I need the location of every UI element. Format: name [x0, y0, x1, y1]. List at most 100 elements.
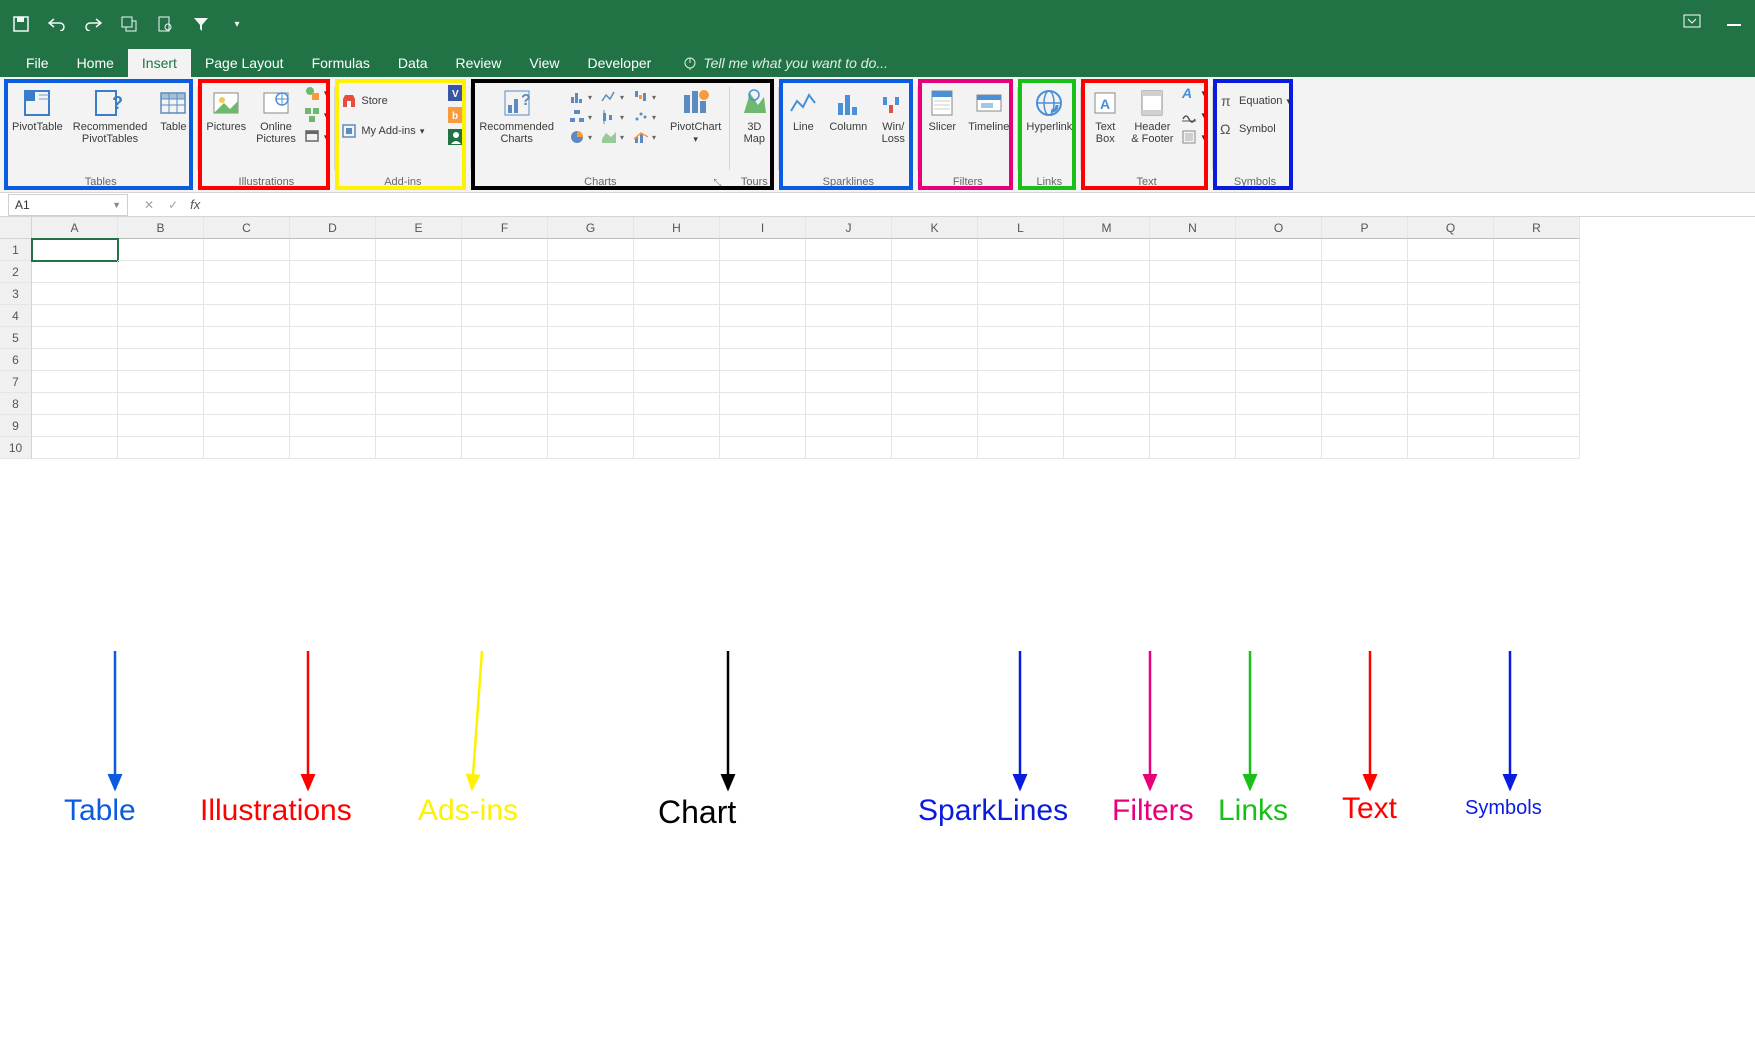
cell[interactable]: [548, 283, 634, 305]
menu-home[interactable]: Home: [63, 49, 128, 77]
qat-more-icon[interactable]: ▾: [228, 15, 246, 33]
cell[interactable]: [806, 415, 892, 437]
cell[interactable]: [978, 261, 1064, 283]
filter-icon[interactable]: [192, 15, 210, 33]
redo-icon[interactable]: [84, 15, 102, 33]
cell[interactable]: [118, 415, 204, 437]
cell[interactable]: [290, 305, 376, 327]
row-header[interactable]: 2: [0, 261, 32, 283]
cell[interactable]: [978, 327, 1064, 349]
cell[interactable]: [1408, 327, 1494, 349]
cell[interactable]: [1408, 261, 1494, 283]
col-header[interactable]: R: [1494, 217, 1580, 239]
cell[interactable]: [462, 371, 548, 393]
cell[interactable]: [1494, 261, 1580, 283]
menu-file[interactable]: File: [12, 49, 63, 77]
cell[interactable]: [376, 415, 462, 437]
cell[interactable]: [462, 305, 548, 327]
cell[interactable]: [462, 415, 548, 437]
cell[interactable]: [118, 327, 204, 349]
timeline-button[interactable]: Timeline: [966, 85, 1011, 135]
col-header[interactable]: O: [1236, 217, 1322, 239]
cell[interactable]: [1494, 437, 1580, 459]
cell[interactable]: [290, 437, 376, 459]
pictures-button[interactable]: Pictures: [204, 85, 248, 135]
cell[interactable]: [462, 239, 548, 261]
cell[interactable]: [290, 393, 376, 415]
col-header[interactable]: F: [462, 217, 548, 239]
cell[interactable]: [978, 239, 1064, 261]
cell[interactable]: [32, 305, 118, 327]
col-header[interactable]: B: [118, 217, 204, 239]
cell[interactable]: [1322, 349, 1408, 371]
cell[interactable]: [634, 371, 720, 393]
cell[interactable]: [204, 239, 290, 261]
menu-insert[interactable]: Insert: [128, 49, 191, 77]
cell[interactable]: [634, 393, 720, 415]
cell[interactable]: [462, 349, 548, 371]
row-header[interactable]: 4: [0, 305, 32, 327]
cell[interactable]: [290, 283, 376, 305]
cell[interactable]: [892, 415, 978, 437]
cell[interactable]: [1322, 239, 1408, 261]
cell[interactable]: [290, 371, 376, 393]
cell[interactable]: [1236, 305, 1322, 327]
cell[interactable]: [634, 349, 720, 371]
cell[interactable]: [118, 371, 204, 393]
cell[interactable]: [892, 261, 978, 283]
chart-hier-button[interactable]: ▾: [568, 109, 592, 125]
cell[interactable]: [1494, 327, 1580, 349]
cell[interactable]: [1408, 393, 1494, 415]
table-button[interactable]: Table: [155, 85, 191, 135]
preview-icon[interactable]: [156, 15, 174, 33]
smartart-button[interactable]: ▾: [304, 107, 329, 123]
fx-icon[interactable]: fx: [190, 197, 200, 212]
cell[interactable]: [1236, 349, 1322, 371]
cell[interactable]: [1408, 349, 1494, 371]
col-header[interactable]: Q: [1408, 217, 1494, 239]
cell[interactable]: [204, 305, 290, 327]
name-box[interactable]: A1 ▼: [8, 194, 128, 216]
chart-combo-button[interactable]: ▾: [632, 129, 656, 145]
cell[interactable]: [204, 283, 290, 305]
cell[interactable]: [892, 393, 978, 415]
cell[interactable]: [376, 305, 462, 327]
cell[interactable]: [118, 283, 204, 305]
menu-view[interactable]: View: [515, 49, 573, 77]
menu-formulas[interactable]: Formulas: [298, 49, 384, 77]
cell[interactable]: [720, 239, 806, 261]
recpivot-button[interactable]: ?RecommendedPivotTables: [71, 85, 150, 147]
col-header[interactable]: I: [720, 217, 806, 239]
cell[interactable]: [720, 283, 806, 305]
cell[interactable]: [1064, 327, 1150, 349]
cell[interactable]: [1408, 305, 1494, 327]
chart-surface-button[interactable]: ▾: [600, 129, 624, 145]
recchart-button[interactable]: ?RecommendedCharts: [477, 85, 556, 147]
cell[interactable]: [1150, 261, 1236, 283]
cell[interactable]: [1150, 415, 1236, 437]
row-header[interactable]: 1: [0, 239, 32, 261]
textbox-button[interactable]: ATextBox: [1087, 85, 1123, 147]
cell[interactable]: [892, 437, 978, 459]
cell[interactable]: [720, 327, 806, 349]
symbol-button[interactable]: ΩSymbol: [1219, 121, 1291, 137]
cell[interactable]: [1064, 415, 1150, 437]
row-header[interactable]: 8: [0, 393, 32, 415]
cell[interactable]: [376, 371, 462, 393]
cell[interactable]: [806, 261, 892, 283]
cell[interactable]: [806, 393, 892, 415]
chart-scatter-button[interactable]: ▾: [632, 109, 656, 125]
cell[interactable]: [548, 371, 634, 393]
onlinepics-button[interactable]: OnlinePictures: [254, 85, 298, 147]
store-button[interactable]: Store: [341, 93, 424, 109]
cell[interactable]: [32, 327, 118, 349]
cell[interactable]: [1494, 393, 1580, 415]
cell[interactable]: [32, 239, 118, 261]
cancel-icon[interactable]: ✕: [144, 198, 154, 212]
cell[interactable]: [978, 349, 1064, 371]
cell[interactable]: [462, 437, 548, 459]
row-header[interactable]: 3: [0, 283, 32, 305]
cell[interactable]: [290, 239, 376, 261]
menu-data[interactable]: Data: [384, 49, 442, 77]
cell[interactable]: [548, 415, 634, 437]
